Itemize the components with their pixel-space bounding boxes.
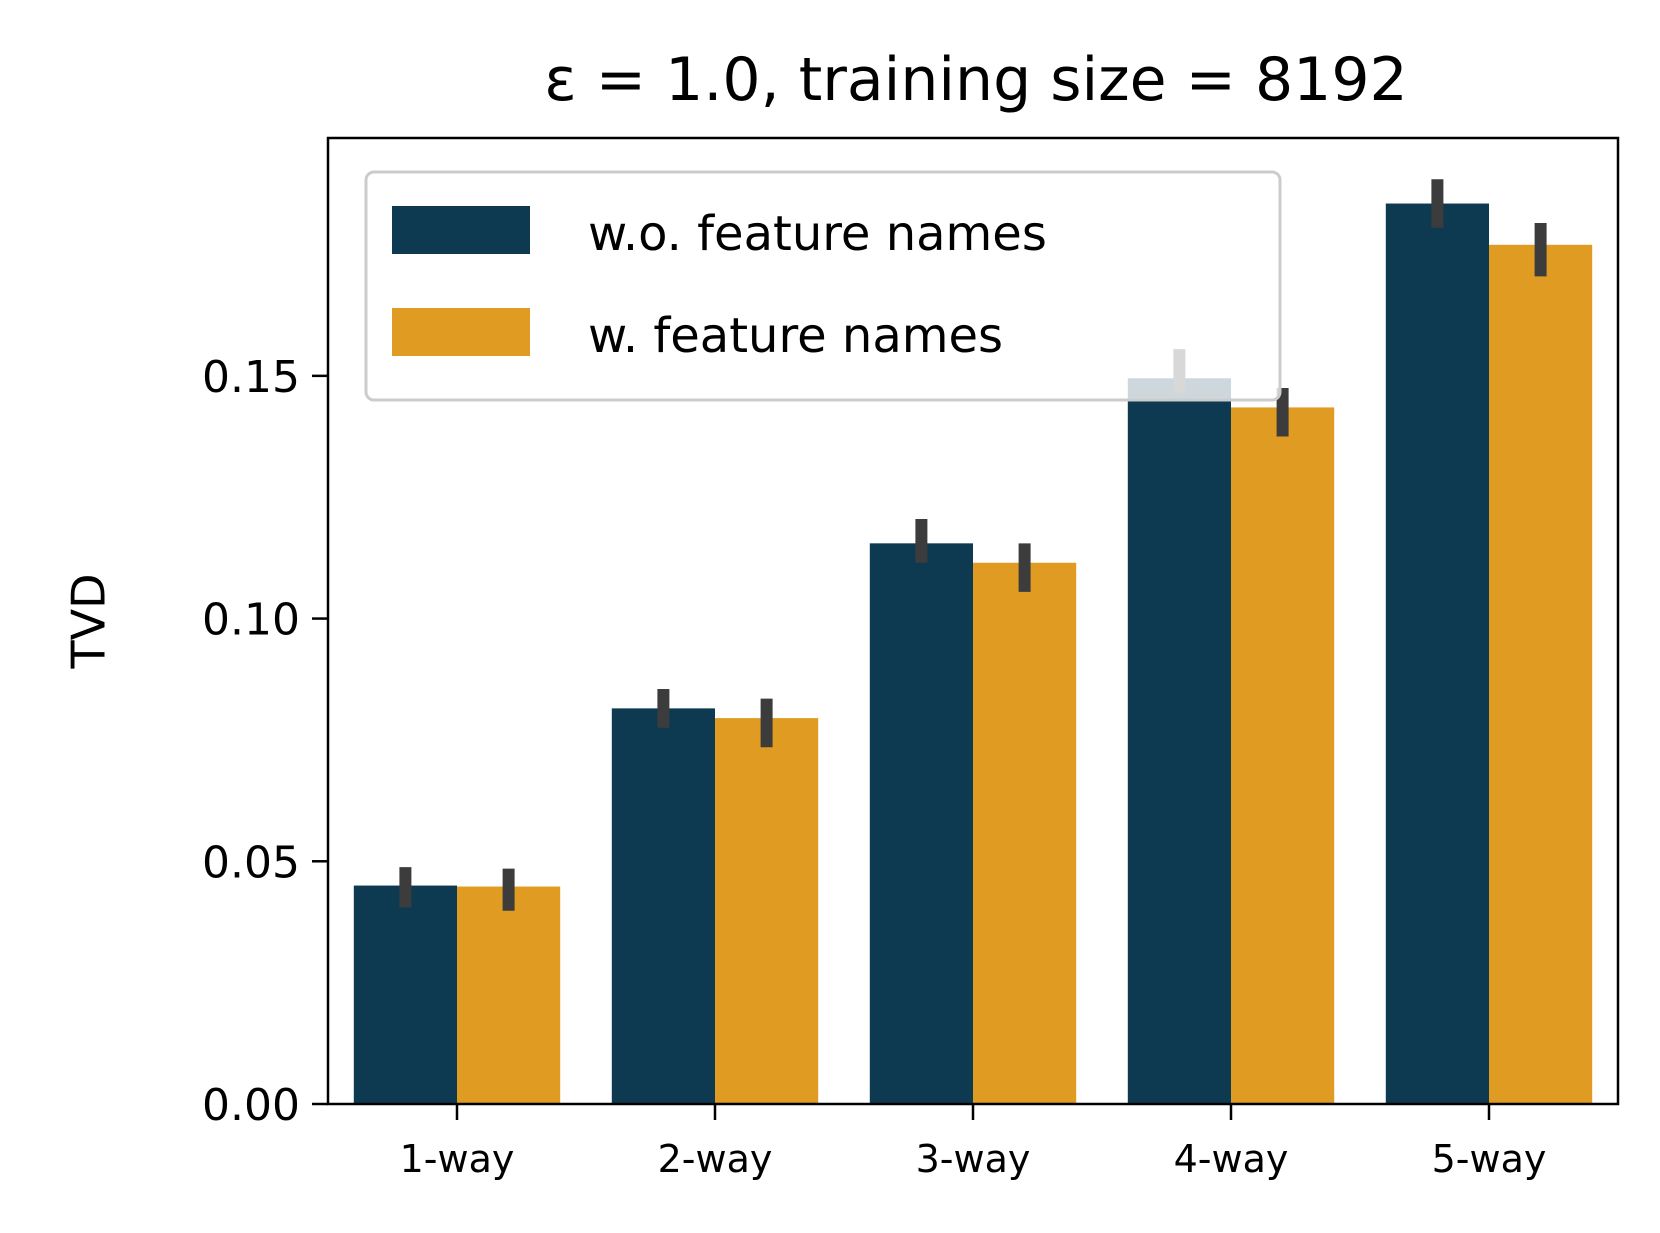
bar-series-0-2-way [611, 708, 715, 1104]
bar-series-1-2-way [715, 718, 819, 1104]
y-axis-label: TVD [62, 574, 116, 670]
bar-series-0-1-way [353, 885, 457, 1104]
bars [353, 203, 1593, 1105]
plot-frame [326, 136, 1620, 1106]
bar-series-1-3-way [973, 562, 1077, 1104]
bar-series-0-4-way [1127, 378, 1231, 1104]
x-axis: 1-way 2-way 3-way 4-way 5-way [400, 1104, 1547, 1181]
legend-label-series-0: w.o. feature names [588, 206, 1047, 262]
x-tick-label: 2-way [658, 1137, 773, 1181]
bar-series-0-5-way [1385, 203, 1489, 1105]
x-tick-label: 1-way [400, 1137, 515, 1181]
error-bars [399, 179, 1547, 911]
legend: w.o. feature names w. feature names [364, 170, 1282, 402]
bar-series-1-1-way [457, 886, 561, 1104]
y-tick-label: 0.10 [202, 595, 300, 646]
legend-label-series-1: w. feature names [588, 308, 1003, 364]
y-tick-label: 0.00 [202, 1080, 300, 1131]
y-tick-label: 0.05 [202, 837, 300, 888]
legend-box [364, 170, 1282, 402]
bar-series-0-3-way [869, 543, 973, 1104]
y-tick-label: 0.15 [202, 352, 300, 403]
x-tick-label: 3-way [916, 1137, 1031, 1181]
plot-area: 0.00 0.05 0.10 0.15 1-way 2-way 3-way 4-way 5-w… [202, 136, 1620, 1181]
y-axis: 0.00 0.05 0.10 0.15 [202, 352, 328, 1131]
x-tick-label: 4-way [1174, 1137, 1289, 1181]
chart-title: ε = 1.0, training size = 8192 [544, 45, 1407, 115]
bar-series-1-5-way [1489, 244, 1593, 1105]
legend-swatch-series-1 [392, 308, 530, 356]
x-tick-label: 5-way [1432, 1137, 1547, 1181]
legend-swatch-series-0 [392, 206, 530, 254]
bar-series-1-4-way [1231, 407, 1335, 1104]
